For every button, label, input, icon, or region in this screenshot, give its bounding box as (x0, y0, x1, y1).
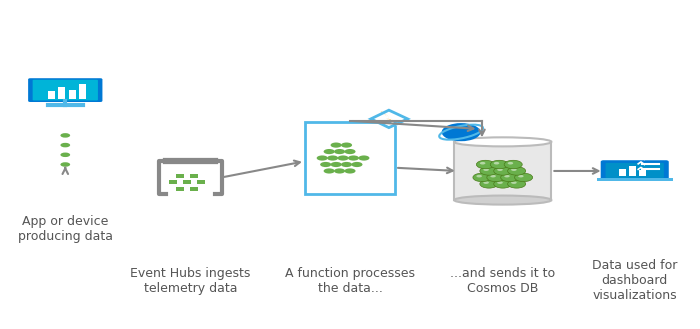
Text: Data used for
dashboard
visualizations: Data used for dashboard visualizations (592, 260, 678, 302)
Text: ...and sends it to
Cosmos DB: ...and sends it to Cosmos DB (450, 267, 555, 295)
Bar (69, 90, 76, 99)
Text: App or device
producing data: App or device producing data (18, 215, 113, 243)
Circle shape (483, 168, 489, 171)
Circle shape (497, 168, 503, 171)
Circle shape (508, 180, 526, 188)
Ellipse shape (454, 137, 552, 146)
Circle shape (334, 149, 345, 154)
Text: Event Hubs ingests
telemetry data: Event Hubs ingests telemetry data (130, 267, 251, 295)
Circle shape (494, 180, 512, 188)
Circle shape (341, 142, 352, 148)
Circle shape (334, 168, 345, 174)
Circle shape (511, 168, 517, 171)
Bar (639, 170, 646, 176)
Circle shape (518, 175, 524, 177)
Circle shape (500, 173, 519, 182)
Circle shape (486, 173, 505, 182)
Circle shape (480, 180, 498, 188)
Polygon shape (380, 111, 398, 126)
Bar (190, 187, 198, 191)
Circle shape (60, 133, 70, 138)
Bar (620, 168, 626, 176)
Bar (58, 87, 65, 99)
Circle shape (348, 155, 359, 161)
Circle shape (508, 162, 513, 164)
Bar (176, 187, 184, 191)
Circle shape (511, 181, 517, 184)
Circle shape (341, 162, 352, 167)
Ellipse shape (454, 195, 552, 205)
Circle shape (494, 162, 499, 164)
Circle shape (480, 162, 485, 164)
Circle shape (480, 167, 498, 175)
Circle shape (473, 173, 491, 182)
Bar (629, 166, 636, 176)
Circle shape (316, 155, 328, 161)
Bar (454, 142, 552, 200)
Circle shape (504, 160, 522, 169)
Bar (596, 178, 673, 182)
FancyBboxPatch shape (33, 80, 98, 100)
Bar (197, 180, 205, 184)
Bar (183, 180, 191, 184)
Circle shape (497, 181, 503, 184)
Circle shape (327, 155, 338, 161)
Circle shape (351, 162, 363, 167)
FancyBboxPatch shape (305, 122, 395, 193)
Circle shape (483, 181, 489, 184)
Circle shape (330, 162, 342, 167)
Circle shape (60, 162, 70, 167)
Circle shape (494, 167, 512, 175)
Circle shape (330, 142, 342, 148)
FancyBboxPatch shape (601, 161, 668, 180)
Bar (169, 180, 177, 184)
Bar (190, 174, 198, 178)
Circle shape (358, 155, 370, 161)
Circle shape (442, 123, 481, 141)
Circle shape (337, 155, 349, 161)
Circle shape (320, 162, 331, 167)
Circle shape (323, 149, 335, 154)
Circle shape (477, 175, 482, 177)
Circle shape (504, 175, 510, 177)
Circle shape (514, 173, 533, 182)
Bar (176, 174, 184, 178)
FancyBboxPatch shape (27, 77, 104, 103)
Text: A function processes
the data...: A function processes the data... (285, 267, 415, 295)
Bar (48, 91, 55, 99)
Bar (79, 84, 86, 99)
Circle shape (477, 160, 494, 169)
Circle shape (508, 167, 526, 175)
Circle shape (60, 153, 70, 157)
FancyBboxPatch shape (606, 163, 664, 178)
Circle shape (490, 175, 496, 177)
Circle shape (490, 160, 508, 169)
Circle shape (60, 143, 70, 147)
Circle shape (323, 168, 335, 174)
Circle shape (344, 149, 356, 154)
Circle shape (344, 168, 356, 174)
